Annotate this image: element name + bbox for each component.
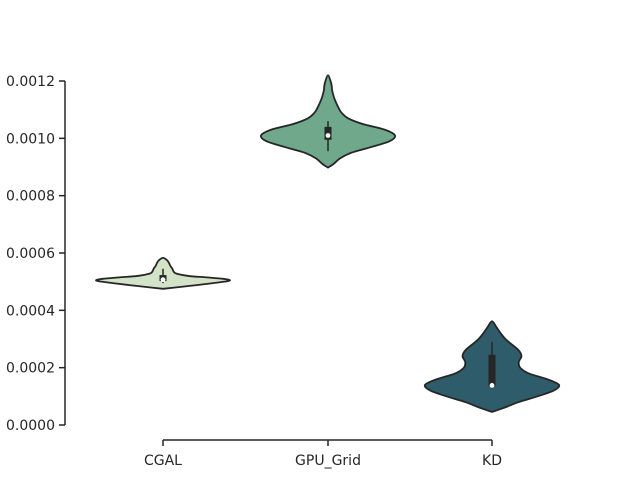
y-tick-label: 0.0008	[6, 189, 55, 205]
y-tick-label: 0.0000	[6, 418, 55, 434]
y-tick-label: 0.0006	[6, 246, 55, 262]
y-tick-label: 0.0004	[6, 303, 55, 319]
x-tick-label: KD	[482, 453, 502, 469]
y-tick-label: 0.0002	[6, 361, 55, 377]
median-point	[325, 133, 331, 138]
violins	[95, 74, 561, 413]
median-point	[160, 277, 166, 283]
y-tick-label: 0.0010	[6, 131, 55, 147]
x-tick-label: CGAL	[144, 453, 182, 469]
iqr-box	[488, 354, 496, 387]
x-tick-label: GPU_Grid	[295, 453, 361, 469]
median-point	[489, 383, 495, 388]
y-tick-label: 0.0012	[6, 74, 55, 90]
axes: 0.0000 0.0002 0.0004 0.0006 0.0008 0.0010 0.00…	[6, 74, 502, 469]
